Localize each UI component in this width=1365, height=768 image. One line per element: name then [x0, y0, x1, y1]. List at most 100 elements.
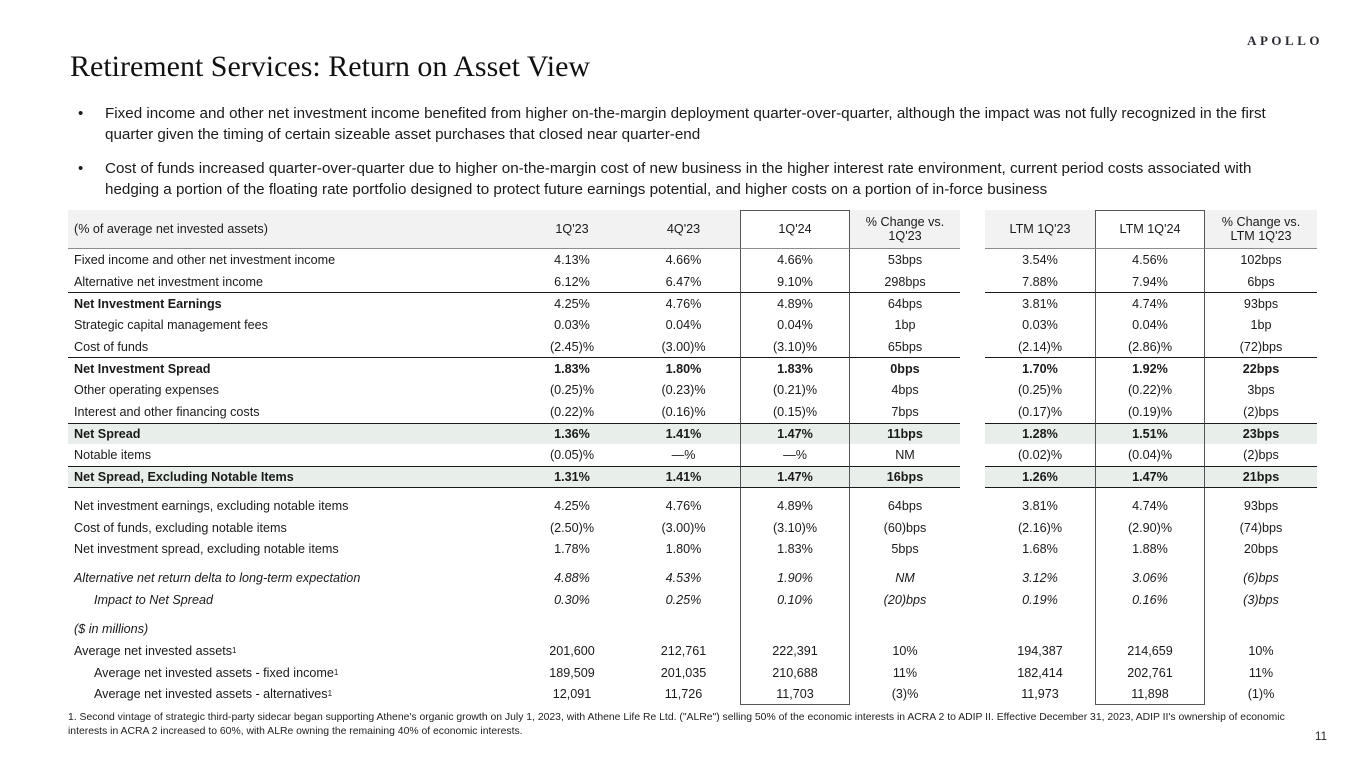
column-group-gap	[960, 487, 985, 496]
col-header-1q24: 1Q'24	[740, 210, 850, 249]
cell-ltm-1q24: (2.86)%	[1095, 335, 1205, 358]
cell-chg-ltm-1q23: (74)bps	[1239, 520, 1283, 535]
cell-chg-1q23: 53bps	[887, 252, 923, 267]
cell-1q23: 201,600	[549, 644, 595, 659]
row-label	[68, 560, 517, 568]
cell-chg-ltm-1q23	[1205, 560, 1317, 568]
cell-1q24: 222,391	[740, 640, 850, 662]
cell-1q24: (0.15)%	[740, 400, 850, 423]
cell-1q24: 9.10%	[740, 270, 850, 293]
cell-4q23	[627, 560, 740, 568]
cell-chg-ltm-1q23: 21bps	[1205, 465, 1317, 488]
cell-1q23: (0.05)%	[549, 448, 595, 463]
cell-chg-ltm-1q23: (6)bps	[1243, 571, 1279, 586]
row-label	[68, 488, 517, 496]
summary-bullets: • Fixed income and other net investment …	[70, 103, 1305, 213]
cell-ltm-1q23: (0.25)%	[1017, 382, 1063, 397]
table-row: Cost of funds, excluding notable items (2…	[68, 516, 1317, 539]
table-row: Cost of funds (2.45)% (3.00)% (3.10)% 65bps (…	[68, 335, 1317, 358]
table-row: Average net invested assets - fixed inco…	[68, 661, 1317, 684]
row-label: Net investment earnings, excluding notab…	[74, 498, 349, 513]
cell-1q23	[517, 611, 627, 619]
cell-ltm-1q24: 0.16%	[1095, 589, 1205, 611]
column-group-gap	[960, 249, 985, 271]
cell-ltm-1q23: (2.14)%	[1017, 339, 1063, 354]
col-header-4q23: 4Q'23	[627, 210, 740, 249]
table-row: Alternative net investment income 6.12% 6.…	[68, 270, 1317, 293]
cell-ltm-1q23: 3.81%	[985, 292, 1095, 314]
cell-4q23: (3.00)%	[661, 520, 706, 535]
cell-ltm-1q24: 1.47%	[1095, 465, 1205, 488]
cell-ltm-1q23: 1.68%	[1022, 542, 1058, 557]
column-group-gap	[960, 661, 985, 684]
col-header-chg-1q23: % Change vs. 1Q'23	[850, 210, 960, 249]
cell-1q24: (3.10)%	[740, 516, 850, 539]
cell-ltm-1q23: 3.81%	[1022, 498, 1058, 513]
cell-1q24: 1.47%	[740, 465, 850, 488]
cell-1q23: 0.30%	[554, 593, 590, 608]
cell-1q24	[740, 487, 850, 496]
cell-1q23: 189,509	[549, 665, 595, 680]
row-label: Net Investment Spread	[68, 357, 517, 379]
row-label: Net Investment Earnings	[68, 292, 517, 314]
table-row: Alternative net return delta to long-ter…	[68, 567, 1317, 590]
row-label: Cost of funds, excluding notable items	[74, 520, 287, 535]
cell-chg-1q23: 11%	[892, 665, 918, 680]
cell-4q23: 1.41%	[627, 422, 740, 445]
cell-1q23: 4.25%	[554, 498, 590, 513]
cell-1q23	[517, 560, 627, 568]
cell-chg-ltm-1q23: 20bps	[1243, 542, 1279, 557]
column-group-gap	[960, 611, 985, 619]
cell-ltm-1q23: 3.54%	[1022, 252, 1058, 267]
table-spacer-row	[68, 611, 1317, 619]
page-number: 11	[1315, 731, 1327, 743]
cell-chg-ltm-1q23: 23bps	[1205, 422, 1317, 445]
cell-chg-1q23: NM	[895, 571, 915, 586]
cell-1q23: 4.25%	[517, 292, 627, 314]
cell-ltm-1q24: (2.90)%	[1095, 516, 1205, 539]
cell-1q24: 11,703	[740, 683, 850, 706]
cell-ltm-1q23: 0.03%	[1022, 317, 1058, 332]
cell-chg-1q23: NM	[895, 448, 915, 463]
cell-chg-ltm-1q23	[1205, 611, 1317, 619]
cell-1q24: (0.21)%	[740, 379, 850, 401]
cell-ltm-1q23	[985, 560, 1095, 568]
row-label: Impact to Net Spread	[94, 593, 214, 608]
column-group-gap	[960, 292, 985, 315]
table-row: Fixed income and other net investment in…	[68, 249, 1317, 271]
cell-4q23: 212,761	[660, 644, 707, 659]
footnote: 1. Second vintage of strategic third-par…	[68, 712, 1285, 737]
row-label: Average net invested assets - fixed inco…	[94, 665, 339, 680]
cell-4q23: 4.53%	[665, 571, 702, 586]
column-group-gap	[960, 335, 985, 358]
cell-4q23: (0.16)%	[661, 404, 706, 419]
bullet-item: • Fixed income and other net investment …	[70, 103, 1305, 145]
cell-1q23: 4.13%	[554, 252, 590, 267]
cell-chg-ltm-1q23: (2)bps	[1243, 448, 1279, 463]
table-row: Net Investment Spread 1.83% 1.80% 1.83% 0bps…	[68, 357, 1317, 380]
cell-chg-ltm-1q23	[1205, 488, 1317, 496]
cell-chg-ltm-1q23: 1bp	[1250, 317, 1272, 332]
cell-1q23: 1.31%	[517, 465, 627, 488]
cell-1q24: 0.04%	[740, 314, 850, 336]
cell-4q23: (0.23)%	[661, 382, 706, 397]
cell-1q24: 4.89%	[740, 495, 850, 517]
column-group-gap	[960, 567, 985, 590]
cell-ltm-1q23	[985, 488, 1095, 496]
cell-chg-ltm-1q23: 93bps	[1243, 498, 1279, 513]
cell-4q23	[627, 619, 740, 641]
cell-chg-ltm-1q23: 93bps	[1205, 292, 1317, 314]
page-title: Retirement Services: Return on Asset Vie…	[70, 50, 591, 83]
row-label: Fixed income and other net investment in…	[74, 252, 336, 267]
cell-ltm-1q24: 0.04%	[1095, 314, 1205, 336]
table-row: Other operating expenses (0.25)% (0.23)% (0…	[68, 379, 1317, 401]
cell-4q23: (3.00)%	[661, 339, 706, 354]
cell-ltm-1q24	[1095, 618, 1205, 641]
column-group-gap	[960, 400, 985, 423]
cell-ltm-1q23: (2.16)%	[1017, 520, 1063, 535]
cell-4q23: —%	[671, 448, 696, 463]
cell-chg-1q23	[850, 560, 960, 568]
column-group-gap	[960, 618, 985, 641]
cell-1q23: (2.45)%	[549, 339, 595, 354]
